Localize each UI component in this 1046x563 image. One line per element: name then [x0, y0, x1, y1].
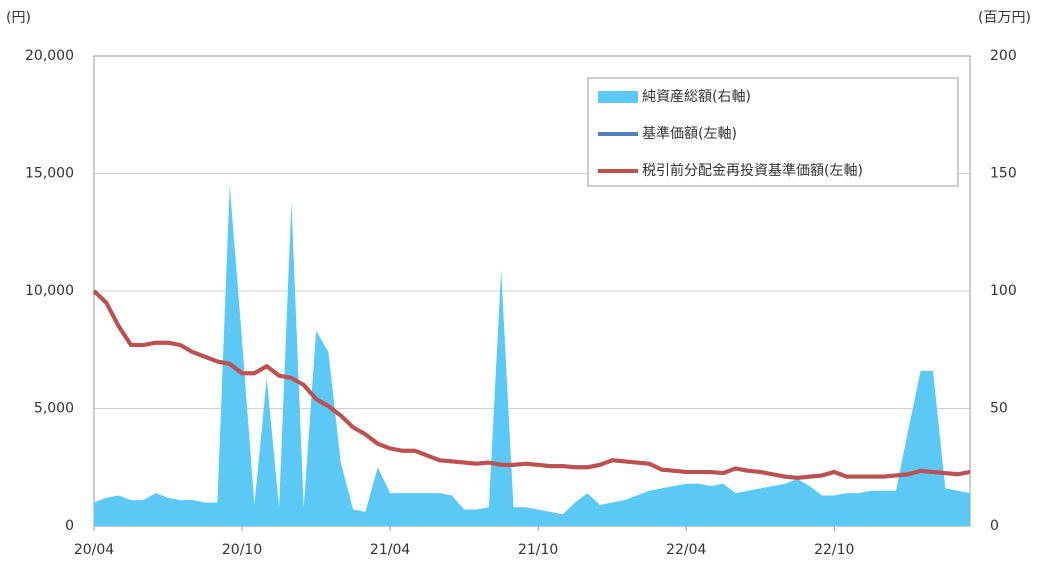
x-tick-label: 22/10 — [814, 542, 854, 558]
y-tick-label: 5,000 — [34, 401, 74, 417]
y-tick-label: 10,000 — [25, 283, 74, 299]
legend-swatch — [598, 91, 638, 103]
price-line — [92, 289, 971, 480]
y-tick-label: 0 — [65, 518, 74, 534]
y2-tick-label: 200 — [990, 48, 1017, 64]
x-tick-label: 22/04 — [666, 542, 706, 558]
x-tick-label: 20/04 — [74, 542, 114, 558]
y2-tick-label: 100 — [990, 283, 1017, 299]
y2-tick-label: 150 — [990, 166, 1017, 182]
x-tick-label: 20/10 — [222, 542, 262, 558]
x-tick-label: 21/10 — [518, 542, 558, 558]
y2-tick-label: 50 — [990, 401, 1008, 417]
nav-area — [94, 185, 970, 526]
y-tick-label: 20,000 — [25, 48, 74, 64]
legend-label: 基準価額(左軸) — [642, 125, 737, 142]
y2-tick-label: 0 — [990, 518, 999, 534]
legend-label: 純資産総額(右軸) — [642, 89, 751, 105]
x-tick-label: 21/04 — [370, 542, 410, 558]
legend-label: 税引前分配金再投資基準価額(左軸) — [642, 162, 863, 179]
legend-box — [587, 77, 959, 187]
y-tick-label: 15,000 — [25, 166, 74, 182]
y2-unit: (百万円) — [978, 10, 1031, 26]
y-unit: (円) — [6, 10, 31, 26]
